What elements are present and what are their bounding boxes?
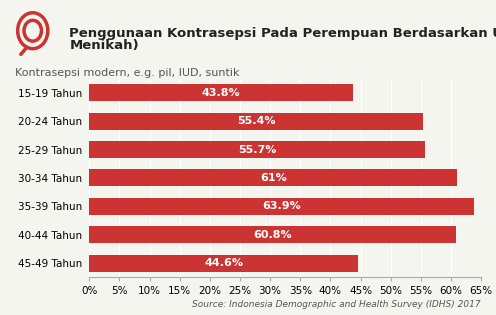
Text: 55.7%: 55.7% <box>238 145 276 155</box>
Text: Source: Indonesia Demographic and Health Survey (IDHS) 2017: Source: Indonesia Demographic and Health… <box>192 300 481 309</box>
Bar <box>89 141 425 158</box>
Text: 43.8%: 43.8% <box>202 88 241 98</box>
Text: Menikah): Menikah) <box>69 39 139 52</box>
Bar <box>89 169 457 186</box>
Text: 55.4%: 55.4% <box>237 116 275 126</box>
Bar <box>89 198 475 215</box>
Bar <box>89 226 456 243</box>
Text: 44.6%: 44.6% <box>204 258 243 268</box>
Bar <box>89 113 423 130</box>
Text: 63.9%: 63.9% <box>262 201 301 211</box>
Text: Kontrasepsi modern, e.g. pil, IUD, suntik: Kontrasepsi modern, e.g. pil, IUD, sunti… <box>15 68 240 78</box>
Text: 60.8%: 60.8% <box>253 230 292 240</box>
Text: Penggunaan Kontrasepsi Pada Perempuan Berdasarkan Usia (Sudah: Penggunaan Kontrasepsi Pada Perempuan Be… <box>69 27 496 40</box>
Text: 61%: 61% <box>260 173 287 183</box>
Bar <box>89 255 358 272</box>
Bar <box>89 84 353 101</box>
